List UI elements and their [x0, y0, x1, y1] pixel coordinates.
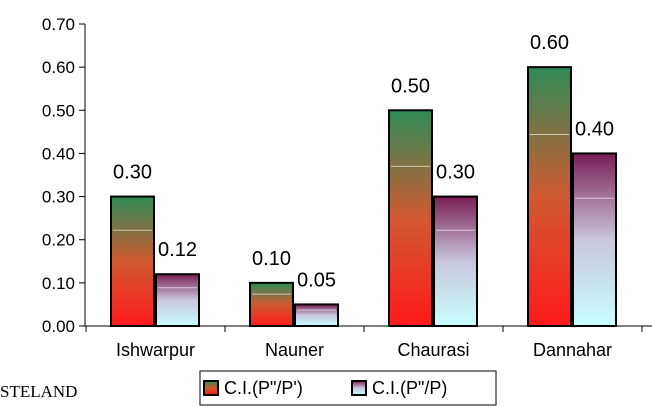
bar-series1-chaurasi: [388, 109, 433, 327]
legend-label: C.I.(P"/P): [372, 378, 447, 398]
bar-series1-dannahar: [527, 66, 572, 328]
legend-swatch: [203, 380, 219, 396]
data-label: 0.30: [113, 162, 152, 184]
bar-series2-ishwarpur: [155, 273, 200, 328]
x-tick-label: Dannahar: [533, 340, 612, 360]
bar-series1-ishwarpur: [110, 195, 155, 327]
legend-label: C.I.(P"/P'): [224, 378, 303, 398]
bars: [110, 66, 617, 328]
data-labels: 0.30 0.10 0.50 0.60 0.12 0.05 0.30 0.40: [113, 32, 614, 291]
y-tick-label: 0.30: [42, 188, 75, 207]
data-label: 0.30: [436, 162, 475, 184]
bar-series2-dannahar: [572, 152, 617, 327]
y-tick-label: 0.60: [42, 58, 75, 77]
data-label: 0.10: [252, 248, 291, 270]
y-tick-label: 0.20: [42, 231, 75, 250]
y-tick-label: 0.10: [42, 274, 75, 293]
data-label: 0.40: [575, 118, 614, 140]
legend: C.I.(P"/P') C.I.(P"/P): [199, 370, 497, 406]
data-label: 0.50: [391, 75, 430, 97]
data-label: 0.60: [530, 32, 569, 54]
y-tick-label: 0.40: [42, 144, 75, 163]
bar-series2-nauner: [294, 303, 339, 327]
data-label: 0.05: [297, 269, 336, 291]
bar-series2-chaurasi: [433, 195, 478, 327]
x-tick-label: Chaurasi: [397, 340, 469, 360]
data-label: 0.12: [158, 239, 197, 261]
y-tick-label: 0.50: [42, 101, 75, 120]
legend-swatch: [351, 380, 367, 396]
legend-box: [199, 370, 497, 406]
x-tick-label: Ishwarpur: [116, 340, 195, 360]
y-tick-label: 0.70: [42, 15, 75, 34]
x-tick-label: Nauner: [265, 340, 324, 360]
bar-series1-nauner: [249, 281, 294, 328]
cropped-text-fragment: STELAND: [0, 382, 78, 401]
y-tick-label: 0.00: [42, 317, 75, 336]
axes: 0.00 0.10 0.20 0.30 0.40 0.50 0.60 0.70 Ishwarpu…: [42, 15, 652, 360]
